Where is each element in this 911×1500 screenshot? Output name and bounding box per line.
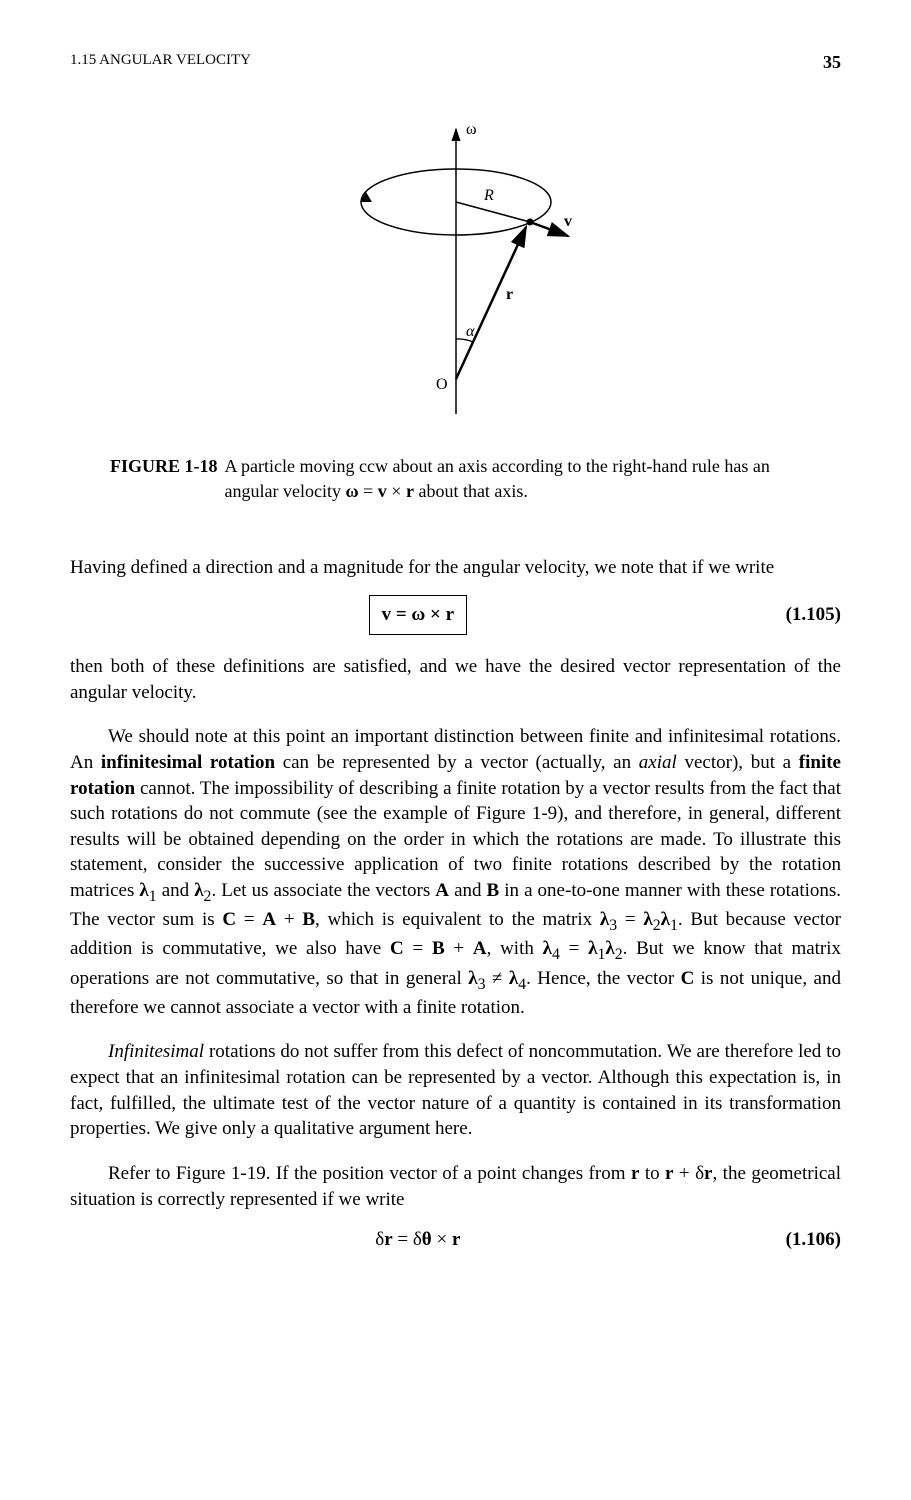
equation-box: v = ω × r — [369, 595, 467, 635]
v-label: v — [564, 213, 572, 230]
omega-label: ω — [466, 121, 477, 138]
R-label: R — [483, 187, 494, 204]
figure-caption: FIGURE 1-18 A particle moving ccw about … — [110, 454, 801, 504]
r-label: r — [506, 286, 513, 303]
section-title: 1.15 ANGULAR VELOCITY — [70, 50, 251, 74]
O-label: O — [436, 376, 448, 393]
equation-number: (1.105) — [766, 602, 841, 628]
figure-1-18: ω R v r α O — [70, 114, 841, 424]
equation-1-106: δr = δθ × r (1.106) — [70, 1227, 841, 1253]
page-header: 1.15 ANGULAR VELOCITY 35 — [70, 50, 841, 74]
equation-number-2: (1.106) — [766, 1227, 841, 1253]
paragraph-5: Refer to Figure 1-19. If the position ve… — [70, 1161, 841, 1212]
page-number: 35 — [823, 50, 841, 74]
paragraph-1: Having defined a direction and a magnitu… — [70, 555, 841, 581]
figure-caption-text: A particle moving ccw about an axis acco… — [225, 454, 801, 504]
paragraph-4: Infinitesimal rotations do not suffer fr… — [70, 1039, 841, 1142]
equation-text: δr = δθ × r — [375, 1227, 460, 1253]
figure-label: FIGURE 1-18 — [110, 454, 220, 479]
equation-1-105: v = ω × r (1.105) — [70, 595, 841, 635]
paragraph-2: then both of these definitions are satis… — [70, 654, 841, 705]
figure-diagram: ω R v r α O — [306, 114, 606, 424]
alpha-label: α — [466, 323, 475, 340]
paragraph-3: We should note at this point an importan… — [70, 724, 841, 1020]
